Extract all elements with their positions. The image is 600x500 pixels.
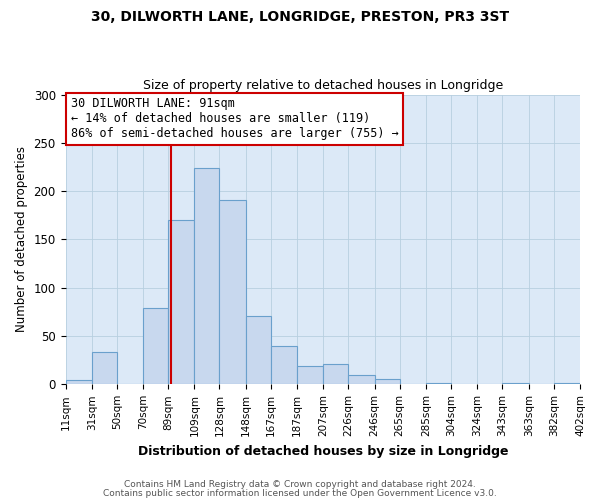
- Y-axis label: Number of detached properties: Number of detached properties: [15, 146, 28, 332]
- Bar: [323, 364, 349, 384]
- Bar: [297, 366, 323, 384]
- Bar: [349, 374, 375, 384]
- Bar: [375, 378, 400, 384]
- Text: Contains HM Land Registry data © Crown copyright and database right 2024.: Contains HM Land Registry data © Crown c…: [124, 480, 476, 489]
- Bar: [65, 380, 92, 384]
- Text: 30 DILWORTH LANE: 91sqm
← 14% of detached houses are smaller (119)
86% of semi-d: 30 DILWORTH LANE: 91sqm ← 14% of detache…: [71, 98, 398, 140]
- Bar: [92, 352, 117, 384]
- Bar: [246, 316, 271, 384]
- Title: Size of property relative to detached houses in Longridge: Size of property relative to detached ho…: [143, 79, 503, 92]
- Bar: [194, 168, 220, 384]
- Text: 30, DILWORTH LANE, LONGRIDGE, PRESTON, PR3 3ST: 30, DILWORTH LANE, LONGRIDGE, PRESTON, P…: [91, 10, 509, 24]
- Bar: [220, 200, 246, 384]
- Text: Contains public sector information licensed under the Open Government Licence v3: Contains public sector information licen…: [103, 488, 497, 498]
- Bar: [143, 308, 168, 384]
- Bar: [271, 346, 297, 385]
- Bar: [168, 220, 194, 384]
- X-axis label: Distribution of detached houses by size in Longridge: Distribution of detached houses by size …: [137, 444, 508, 458]
